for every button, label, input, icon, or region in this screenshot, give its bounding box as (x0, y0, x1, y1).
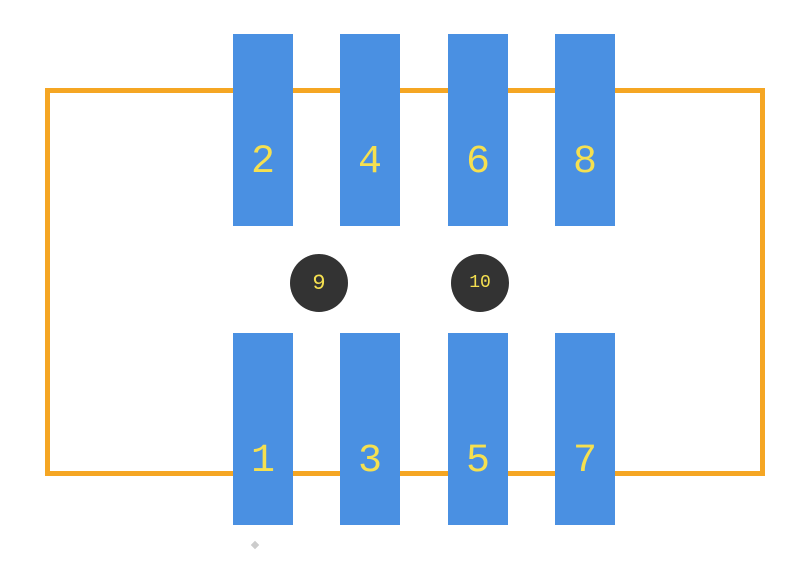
pad-1: 1 (233, 333, 293, 525)
pad-8: 8 (555, 34, 615, 226)
pad-5: 5 (448, 333, 508, 525)
pad-7-label: 7 (573, 439, 597, 484)
pad-5-label: 5 (466, 439, 490, 484)
origin-marker (251, 541, 259, 549)
hole-9: 9 (290, 254, 348, 312)
hole-9-label: 9 (312, 271, 325, 296)
pad-8-label: 8 (573, 140, 597, 185)
pad-6-label: 6 (466, 140, 490, 185)
pad-3-label: 3 (358, 439, 382, 484)
hole-10: 10 (451, 254, 509, 312)
hole-10-label: 10 (469, 273, 491, 293)
pad-7: 7 (555, 333, 615, 525)
pad-2-label: 2 (251, 140, 275, 185)
pad-6: 6 (448, 34, 508, 226)
pad-4-label: 4 (358, 140, 382, 185)
pad-2: 2 (233, 34, 293, 226)
pad-4: 4 (340, 34, 400, 226)
component-outline (45, 88, 765, 476)
pad-1-label: 1 (251, 439, 275, 484)
pad-3: 3 (340, 333, 400, 525)
footprint-canvas: 2 4 6 8 1 3 5 7 9 10 (0, 0, 811, 584)
